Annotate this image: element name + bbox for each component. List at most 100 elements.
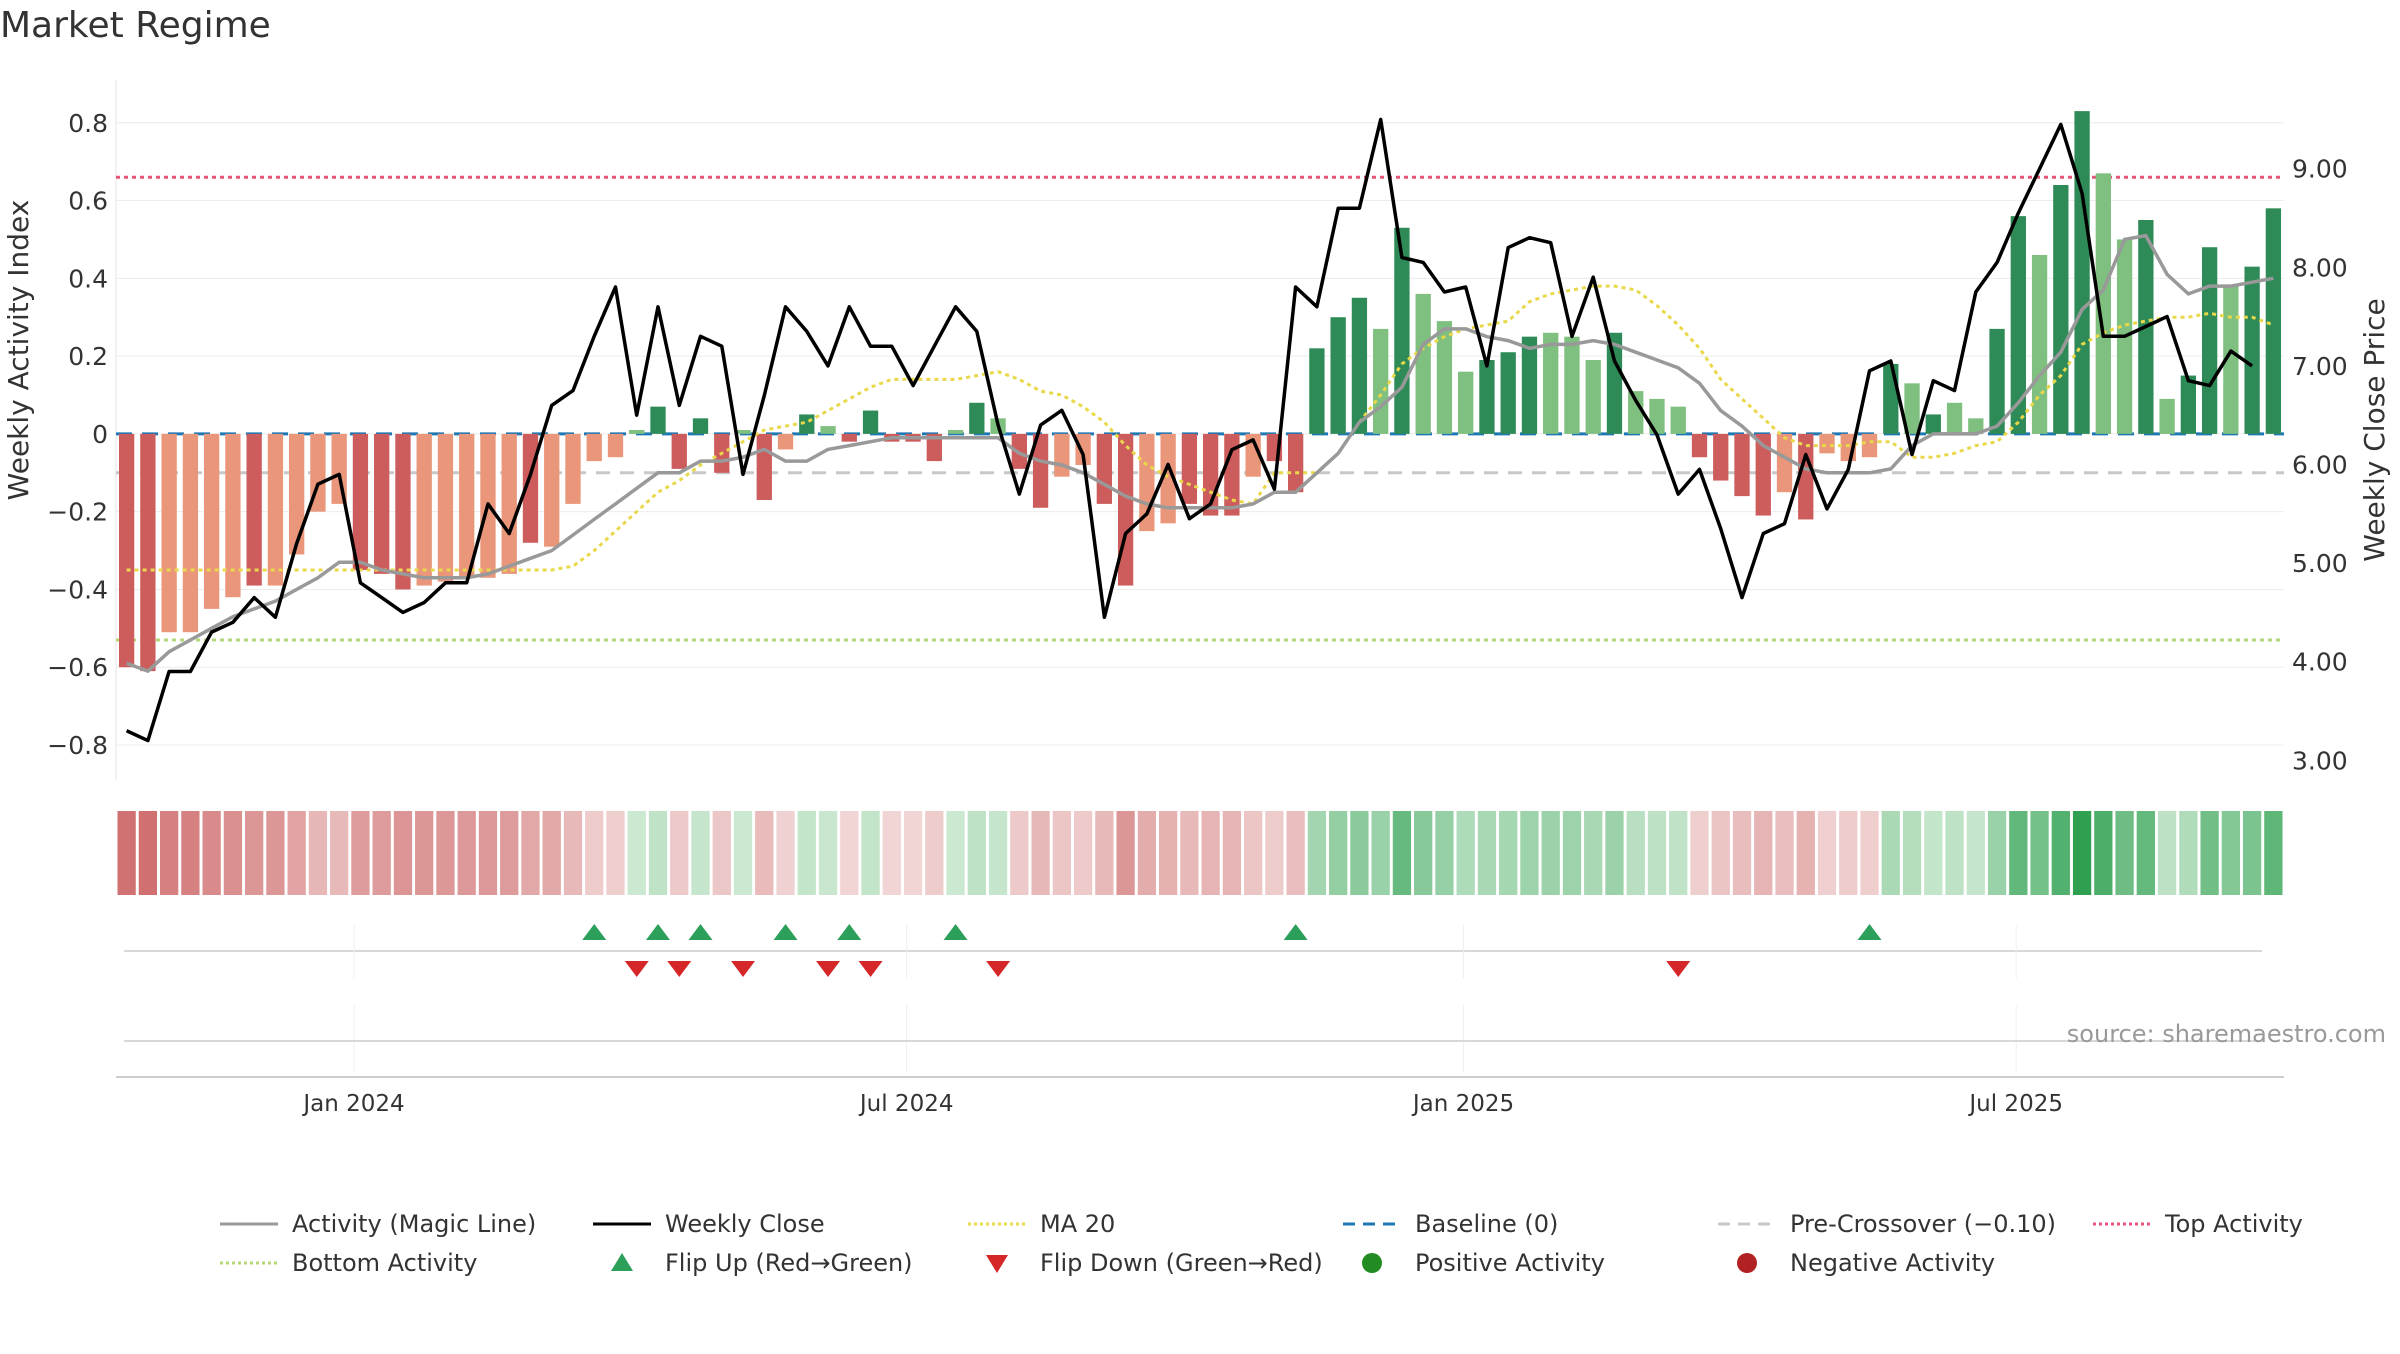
regime-cell xyxy=(478,811,498,895)
regime-cell xyxy=(1222,811,1242,895)
regime-cell xyxy=(1307,811,1327,895)
activity-bar xyxy=(225,433,241,598)
legend-label: Flip Down (Green→Red) xyxy=(1040,1249,1323,1277)
flip-up-marker xyxy=(943,924,968,940)
flip-up-marker xyxy=(582,924,607,940)
regime-cell xyxy=(1201,811,1220,895)
legend-label: Top Activity xyxy=(2164,1210,2303,1238)
activity-bar xyxy=(1160,433,1176,524)
activity-bar xyxy=(1309,348,1325,434)
activity-bar xyxy=(203,433,220,609)
activity-bar xyxy=(246,433,262,586)
regime-cell xyxy=(563,811,583,895)
regime-cell xyxy=(542,811,561,895)
regime-cell xyxy=(1987,811,2007,895)
regime-cell xyxy=(2051,811,2070,895)
flip-up-marker xyxy=(773,924,798,940)
activity-bar xyxy=(629,430,645,434)
legend-label: Pre-Crossover (−0.10) xyxy=(1790,1210,2056,1238)
y-tick-label: −0.8 xyxy=(47,731,108,760)
regime-cell xyxy=(1116,811,1135,895)
flip-down-marker xyxy=(1666,961,1691,977)
regime-cell xyxy=(670,811,689,895)
activity-bar xyxy=(289,433,305,555)
activity-bar xyxy=(182,433,199,633)
regime-cell xyxy=(1754,811,1773,895)
regime-cell xyxy=(1414,811,1433,895)
regime-cell xyxy=(1584,811,1603,895)
activity-bar xyxy=(1373,328,1389,434)
regime-cell xyxy=(797,811,816,895)
regime-cell xyxy=(2094,811,2113,895)
activity-bar xyxy=(1606,332,1623,434)
activity-bar xyxy=(2265,208,2282,434)
legend-swatch xyxy=(1737,1253,1757,1273)
activity-bar xyxy=(650,406,666,434)
activity-bar xyxy=(1181,433,1198,504)
activity-bar xyxy=(862,410,879,434)
regime-cell xyxy=(1435,811,1454,895)
legend-label: Bottom Activity xyxy=(292,1249,477,1277)
ma20-line xyxy=(126,284,2274,572)
regime-cell xyxy=(1945,811,1964,895)
y-tick-label: 0.6 xyxy=(68,187,108,216)
y2-tick-label: 7.00 xyxy=(2292,352,2348,381)
flip-up-marker xyxy=(1283,924,1308,940)
activity-bar xyxy=(1564,336,1580,434)
legend-label: Weekly Close xyxy=(665,1210,825,1238)
legend-swatch xyxy=(986,1255,1008,1273)
activity-bar xyxy=(841,433,857,442)
activity-bar xyxy=(501,433,517,574)
regime-cell xyxy=(946,811,965,895)
regime-cell xyxy=(585,811,604,895)
regime-cell xyxy=(436,811,455,895)
x-tick-label: Jul 2025 xyxy=(1967,1091,2063,1117)
activity-bar xyxy=(1819,433,1835,454)
regime-cell xyxy=(1477,811,1497,895)
y2-tick-label: 4.00 xyxy=(2292,648,2348,677)
y-tick-label: 0 xyxy=(92,420,108,449)
legend-label: Negative Activity xyxy=(1790,1249,1995,1277)
activity-bar xyxy=(1649,398,1665,434)
activity-bar xyxy=(586,433,602,462)
flip-down-marker xyxy=(858,961,883,977)
regime-cell xyxy=(415,811,434,895)
activity-bar xyxy=(352,433,369,570)
y-tick-label: 0.2 xyxy=(68,342,108,371)
regime-cell xyxy=(1010,811,1029,895)
activity-bar xyxy=(1585,360,1601,434)
regime-cell xyxy=(1924,811,1943,895)
regime-cell xyxy=(840,811,859,895)
regime-cell xyxy=(2072,811,2092,895)
activity-bar xyxy=(2244,266,2260,434)
regime-cell xyxy=(372,811,391,895)
activity-bar xyxy=(671,433,687,469)
activity-bar xyxy=(2095,173,2111,434)
activity-bar xyxy=(1054,433,1070,477)
regime-cell xyxy=(1839,811,1858,895)
activity-bar xyxy=(1989,328,2005,434)
flip-up-marker xyxy=(1857,924,1882,940)
regime-cell xyxy=(1052,811,1071,895)
regime-cell xyxy=(1881,811,1900,895)
source-note: source: sharemaestro.com xyxy=(2067,1020,2386,1048)
series-lines xyxy=(125,117,2274,743)
regime-cell xyxy=(266,811,285,895)
regime-cell xyxy=(181,811,200,895)
regime-cell xyxy=(1541,811,1560,895)
regime-cell xyxy=(223,811,243,895)
activity-bar xyxy=(1521,336,1538,434)
regime-cell xyxy=(1732,811,1752,895)
legend-label: Positive Activity xyxy=(1415,1249,1605,1277)
activity-bar xyxy=(565,433,581,504)
regime-cell xyxy=(1095,811,1114,895)
weekly-close-line xyxy=(125,117,2254,743)
x-axis: Jan 2024 Jul 2024 Jan 2025 Jul 2025 xyxy=(116,1076,2284,1117)
activity-bar xyxy=(1861,433,1878,458)
regime-cell xyxy=(1902,811,1922,895)
regime-cell xyxy=(308,811,328,895)
y2-tick-label: 8.00 xyxy=(2292,253,2348,282)
regime-cell xyxy=(1520,811,1539,895)
y2-axis-label: Weekly Close Price xyxy=(2358,298,2391,561)
